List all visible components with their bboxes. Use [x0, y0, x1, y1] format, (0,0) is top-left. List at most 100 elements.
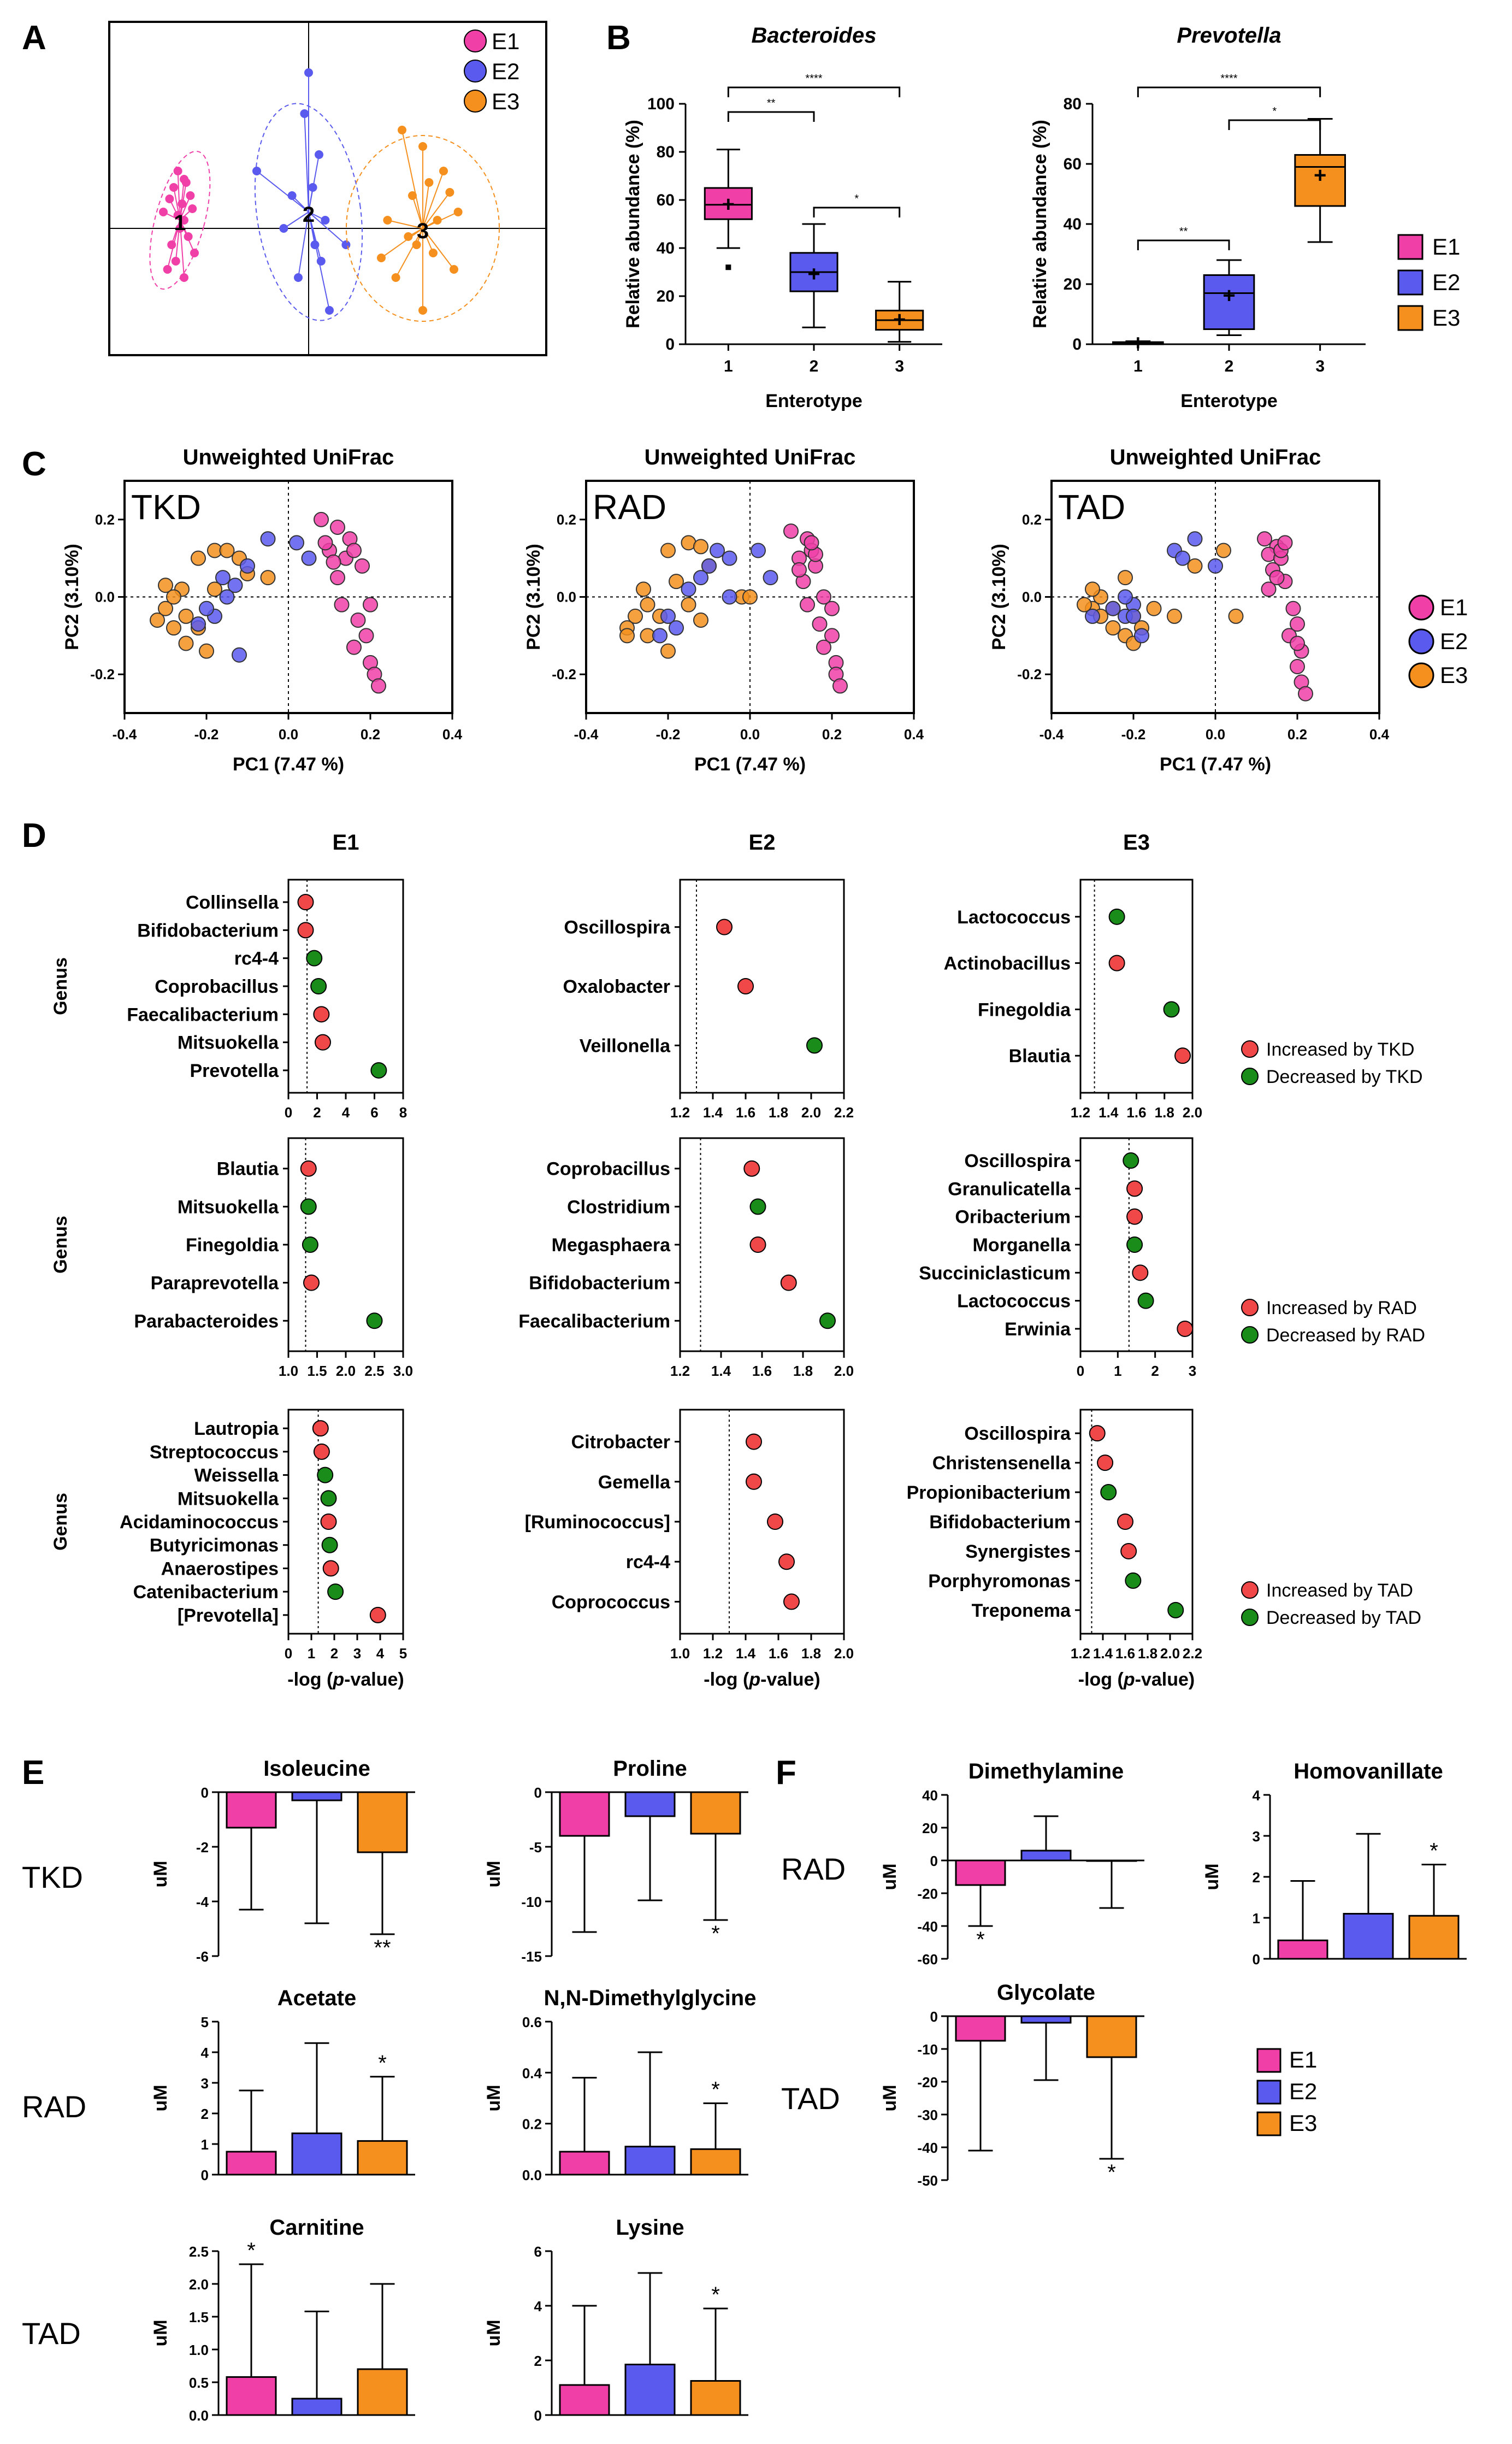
x-tick-label: 3	[1189, 1363, 1196, 1379]
bar-E2	[1343, 1913, 1394, 1960]
y-tick-label: 0	[534, 1785, 542, 1801]
y-tick-label: 0.6	[522, 2014, 542, 2030]
pcoa-point-E3	[681, 597, 696, 613]
x-tick-label: -0.2	[656, 726, 681, 743]
cluster-point-E2	[304, 68, 313, 77]
pcoa-point-E2	[722, 589, 737, 605]
genus-label: [Ruminococcus]	[525, 1512, 670, 1533]
x-tick-label: 3	[1315, 357, 1325, 375]
x-tick-label: 1	[308, 1645, 315, 1662]
increased-dot	[746, 1473, 762, 1490]
box-title-1: Bacteroides	[752, 23, 877, 48]
genus-label: Porphyromonas	[928, 1571, 1071, 1592]
cluster-point-E2	[325, 306, 334, 315]
y-tick-label: 4	[1253, 1787, 1261, 1804]
x-tick-label: 1.8	[1138, 1645, 1157, 1662]
y-tick-label: 0	[1072, 335, 1082, 354]
genus-label: Streptococcus	[150, 1442, 279, 1463]
y-tick-label: 2	[534, 2353, 542, 2369]
e-row-label-TAD: TAD	[22, 2316, 81, 2351]
pcoa-corner-TKD: TKD	[131, 487, 201, 527]
d-frame	[1079, 879, 1194, 1094]
pcoa-point-E3	[669, 574, 684, 590]
genus-label: Anaerostipes	[161, 1558, 279, 1579]
d-x-label-2: -log (p-value)	[1078, 1669, 1195, 1690]
legend-marker-E2	[464, 60, 487, 83]
legend-c-E2: E2	[1440, 628, 1468, 654]
x-tick-label: 1.0	[670, 1645, 690, 1662]
cluster-label: 2	[303, 203, 315, 227]
x-tick-label: 1.2	[670, 1363, 690, 1379]
pcoa-point-E2	[763, 570, 778, 586]
y-tick-label: 0.0	[1022, 589, 1042, 605]
decreased-dot	[302, 1236, 318, 1253]
e-bar-ylabel-3: uM	[483, 2084, 504, 2111]
e-bar-title-1: Proline	[613, 1757, 687, 1781]
sig-bracket	[1137, 239, 1230, 250]
cluster-point-E2	[341, 240, 351, 249]
sig-bracket	[1137, 86, 1321, 97]
x-tick-label: 0	[285, 1645, 292, 1662]
legend-c-marker-E2	[1408, 628, 1434, 655]
pcoa-point-E1	[1290, 616, 1305, 632]
x-tick-label: 1.8	[1155, 1104, 1174, 1121]
pcoa-point-E3	[158, 578, 173, 593]
x-tick-label: 1.8	[801, 1645, 821, 1662]
sig-star: *	[976, 1928, 985, 1952]
cluster-point-E1	[188, 204, 197, 213]
bar-E1	[559, 2384, 610, 2416]
genus-label: Oscillospira	[564, 917, 671, 938]
d-legend-marker	[1241, 1040, 1259, 1058]
y-tick-label: 2	[201, 2106, 209, 2122]
d-col-header-E2: E2	[749, 831, 776, 855]
increased-dot	[322, 1560, 339, 1577]
y-tick-label: 0	[1253, 1951, 1260, 1968]
pcoa-point-E3	[1085, 581, 1100, 597]
bar-E2	[291, 1791, 342, 1801]
increased-dot	[312, 1420, 329, 1437]
bar-E3	[357, 1791, 408, 1853]
cluster-point-E1	[178, 199, 187, 208]
x-tick-label: 1.2	[703, 1645, 723, 1662]
e-bar-title-2: Acetate	[277, 1986, 357, 2010]
pcoa-point-E2	[1208, 558, 1223, 574]
bar-E1	[559, 2151, 610, 2176]
f-bar-title-1: Homovanillate	[1294, 1759, 1443, 1783]
genus-label: Paraprevotella	[151, 1273, 279, 1294]
x-tick-label: 2.0	[1183, 1104, 1202, 1121]
y-tick-label: 0	[201, 1785, 209, 1801]
genus-label: Clostridium	[567, 1197, 670, 1217]
pcoa-point-E1	[314, 511, 329, 527]
sig-star: *	[378, 2051, 387, 2075]
genus-label: Finegoldia	[186, 1235, 279, 1256]
x-tick-label: 6	[370, 1104, 378, 1121]
y-tick-label: 0.0	[557, 589, 576, 605]
pcoa-point-E3	[636, 581, 651, 597]
pcoa-point-E3	[1167, 608, 1182, 624]
x-tick-label: 0	[1077, 1363, 1084, 1379]
e-bar-title-4: Carnitine	[269, 2216, 364, 2240]
bar-E3	[690, 1791, 741, 1835]
y-tick-label: -0.2	[552, 666, 576, 682]
genus-label: rc4-4	[626, 1552, 670, 1573]
increased-dot	[320, 1513, 337, 1530]
increased-dot	[1120, 1542, 1137, 1559]
y-tick-label: -0.2	[1017, 666, 1042, 682]
legend-f-E3: E3	[1289, 2110, 1317, 2136]
pcoa-point-E1	[824, 628, 840, 644]
increased-dot	[315, 1034, 331, 1051]
pcoa-y-label-2: PC2 (3.10%)	[989, 544, 1009, 650]
f-row-label-RAD: RAD	[781, 1852, 846, 1886]
e-row-label-RAD: RAD	[22, 2089, 86, 2124]
cluster-point-E3	[418, 306, 427, 315]
genus-label: Oscillospira	[964, 1423, 1071, 1444]
cluster-point-E2	[252, 167, 261, 175]
increased-dot	[778, 1553, 795, 1570]
cluster-spoke	[283, 211, 309, 229]
box-mean: +	[807, 262, 820, 286]
xlab-part: -value)	[344, 1669, 404, 1690]
x-tick-label: 2.0	[1160, 1645, 1180, 1662]
cluster-point-E1	[173, 211, 182, 220]
cluster-ellipse-E3	[346, 135, 500, 322]
y-tick-label: -40	[917, 1918, 938, 1935]
